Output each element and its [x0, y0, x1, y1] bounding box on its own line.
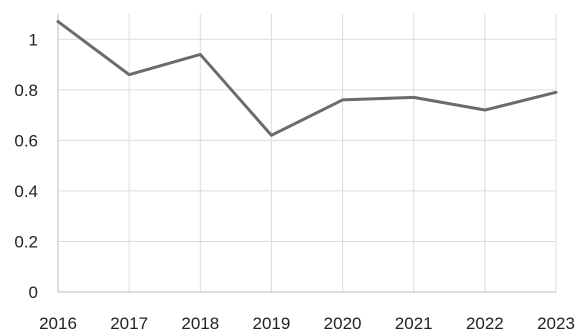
x-tick-label: 2022: [466, 314, 504, 333]
series-line-0: [56, 20, 558, 137]
x-tick-label: 2018: [181, 314, 219, 333]
x-tick-label: 2019: [253, 314, 291, 333]
x-tick-label: 2021: [395, 314, 433, 333]
y-tick-label: 0.8: [14, 81, 38, 100]
series-group: [56, 20, 558, 137]
grid: [57, 14, 557, 293]
x-tick-label: 2020: [324, 314, 362, 333]
y-tick-label: 0.2: [14, 232, 38, 251]
y-tick-label: 1: [29, 30, 38, 49]
x-tick-label: 2016: [39, 314, 77, 333]
x-tick-label: 2023: [537, 314, 575, 333]
y-tick-label: 0.6: [14, 131, 38, 150]
x-tick-label: 2017: [110, 314, 148, 333]
x-axis-ticks: 2016 2017 2018 2019 2020 2021 2022 2023: [39, 314, 575, 333]
y-tick-label: 0: [29, 283, 38, 302]
y-tick-label: 0.4: [14, 182, 38, 201]
y-axis-ticks: 0 0.2 0.4 0.6 0.8 1: [14, 30, 38, 302]
